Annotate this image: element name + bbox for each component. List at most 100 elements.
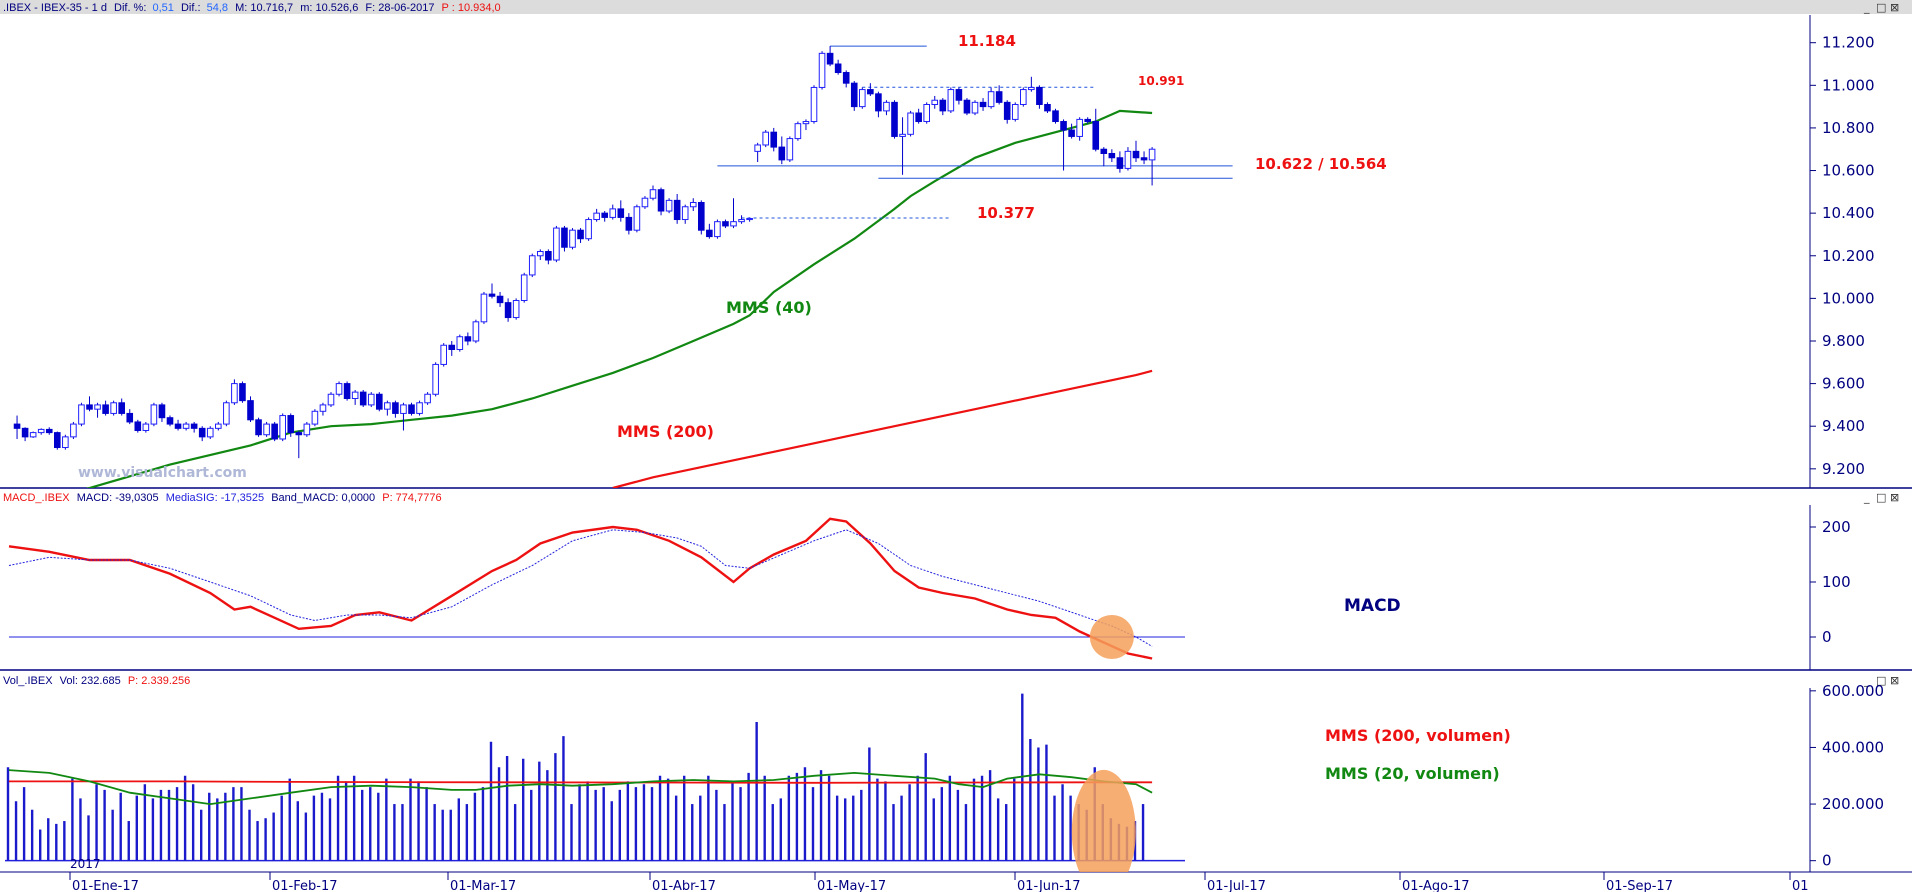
candle-body-down [158,404,166,419]
candle-body-down [255,419,262,436]
candle [279,413,286,442]
candle [62,434,69,450]
candle [665,198,673,214]
macd-close-button[interactable]: ⊠ [1890,491,1899,504]
candle [1100,147,1108,167]
candle [1052,108,1059,124]
candle [1003,100,1011,124]
candle-body-down [1060,121,1067,131]
candle-body-down [1003,101,1011,120]
candle-body-down [545,251,552,261]
candle-body-down [1140,157,1148,161]
candle [633,204,641,233]
candle [408,402,415,416]
candle [1116,151,1124,173]
candle-body-down [561,227,568,248]
candle-body-down [271,423,278,440]
candle [480,291,488,324]
volume-maximize-button[interactable]: □ [1876,674,1886,687]
candle-body-down [1116,157,1124,169]
candle [754,142,761,163]
candle-body-up [907,112,914,135]
candle-body-down [625,216,633,231]
price-min: m: 10.526,6 [300,2,358,14]
svg-text:Vol_.IBEX Vol: 232.685: Vol_.IBEX Vol: 232.685 P: 2.339.256 [3,675,190,687]
volume-close-button[interactable]: ⊠ [1890,674,1899,687]
candle-body-up [215,423,222,429]
candle-body-up [231,383,238,404]
candle-body-up [1076,118,1083,137]
candle-body-down [842,72,850,84]
candle [1028,76,1035,92]
candle [472,319,480,344]
x-tick-label: 01-Mar-17 [450,879,516,892]
candle [182,421,190,431]
candle-body-down [955,89,963,101]
candle-body-down [1068,129,1075,137]
candle-body-up [70,423,77,438]
candle [625,213,633,235]
annotation-resistance: 10.991 [1138,74,1184,88]
price-y-tick-label: 9.600 [1822,375,1865,393]
candle-body-up [923,103,931,123]
macd-y-tick-label: 200 [1822,518,1851,536]
candle [810,85,818,124]
price-max: M: 10.716,7 [235,2,293,14]
candle-body-up [182,423,190,429]
candle-body-up [899,133,906,137]
price-close-button[interactable]: ⊠ [1890,1,1899,14]
macd-signal-value: MediaSIG: -17,3525 [166,492,264,504]
candle-body-up [810,86,818,123]
label-mms200-volume: MMS (200, volumen) [1325,726,1511,745]
candle [45,427,53,435]
candle-body-up [78,404,85,425]
x-axis: 01-Ene-17 01-Feb-17 01-Mar-17 01-Abr-17 01-M… [69,872,1809,892]
price-minimize-button[interactable]: _ [1863,1,1870,14]
label-mms40: MMS (40) [726,298,812,317]
candle-body-down [102,404,109,414]
candle [1140,151,1148,165]
price-y-tick-label: 11.200 [1822,34,1875,52]
candle [818,51,826,90]
candle-body-down [21,427,29,438]
svg-text:MACD_.IBEX MACD: -39,030: MACD_.IBEX MACD: -39,0305 MediaSIG: -17,… [3,492,442,504]
candle [689,198,697,212]
candle-body-up [528,255,536,276]
candle-body-up [1028,86,1035,91]
candle-body-up [424,393,431,404]
candle-body-down [939,99,947,112]
candle [923,102,931,124]
candle [102,400,109,416]
volume-minimize-button[interactable]: _ [1863,674,1870,687]
candle-body-up [432,363,439,395]
candle-body-up [384,402,391,410]
candle [400,402,407,431]
price-dif: 54,8 [207,2,228,14]
macd-minimize-button[interactable]: _ [1863,491,1870,504]
candle [231,379,238,405]
candle [883,100,890,116]
candle [335,381,343,397]
vol-value: Vol: 232.685 [60,675,121,687]
price-symbol: .IBEX - IBEX-35 - 1 d [3,2,107,14]
candle-body-down [247,400,254,421]
macd-maximize-button[interactable]: □ [1876,491,1886,504]
candle-body-up [206,427,214,438]
candle [528,253,536,278]
candle [722,219,729,229]
candle [995,85,1003,105]
candle-body-down [875,93,882,112]
volume-mms200-line [9,780,1153,784]
macd-value: MACD: -39,0305 [77,492,159,504]
price-maximize-button[interactable]: □ [1876,1,1886,14]
x-tick-label: 01-Jun-17 [1017,879,1081,892]
candle-body-up [110,402,117,414]
candle-body-up [794,123,802,140]
candle [134,419,142,433]
label-mms200: MMS (200) [617,422,714,441]
candle [987,87,995,109]
candle-body-up [553,227,560,261]
candle [778,136,786,165]
candle [1148,147,1156,186]
candle [520,272,528,303]
